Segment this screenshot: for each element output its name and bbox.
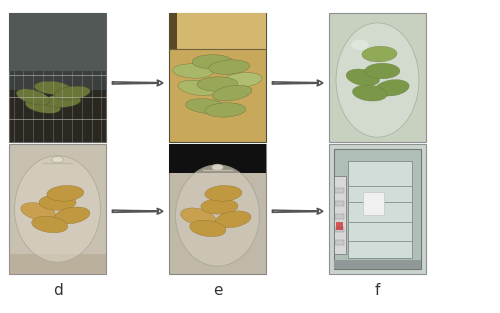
- Ellipse shape: [34, 81, 71, 95]
- Ellipse shape: [362, 46, 397, 62]
- Text: b: b: [212, 0, 222, 2]
- Bar: [9, 13, 106, 90]
- Ellipse shape: [39, 195, 76, 210]
- Text: a: a: [53, 0, 62, 2]
- Ellipse shape: [192, 55, 233, 69]
- Ellipse shape: [365, 63, 400, 79]
- Text: c: c: [373, 0, 382, 2]
- Bar: [9, 13, 106, 71]
- Text: d: d: [52, 283, 62, 298]
- Ellipse shape: [16, 89, 50, 105]
- Ellipse shape: [336, 23, 419, 137]
- Ellipse shape: [54, 86, 90, 100]
- Ellipse shape: [25, 99, 60, 113]
- Ellipse shape: [346, 69, 380, 86]
- Bar: [348, 161, 412, 258]
- Ellipse shape: [352, 85, 387, 101]
- Bar: [334, 177, 346, 254]
- Bar: [334, 188, 344, 193]
- Ellipse shape: [180, 208, 216, 225]
- Bar: [334, 201, 344, 206]
- Bar: [329, 13, 426, 142]
- Text: f: f: [375, 283, 380, 298]
- Ellipse shape: [54, 207, 90, 224]
- Ellipse shape: [216, 211, 251, 228]
- Ellipse shape: [190, 220, 226, 237]
- Bar: [169, 13, 266, 142]
- Ellipse shape: [14, 156, 100, 262]
- Bar: [334, 227, 344, 232]
- Bar: [334, 214, 344, 219]
- Ellipse shape: [197, 77, 238, 91]
- Ellipse shape: [205, 103, 246, 117]
- Bar: [169, 144, 266, 274]
- Ellipse shape: [44, 94, 81, 107]
- Bar: [169, 13, 176, 49]
- Ellipse shape: [351, 40, 368, 50]
- Bar: [334, 259, 422, 269]
- Ellipse shape: [222, 73, 262, 88]
- Ellipse shape: [176, 165, 260, 266]
- Bar: [334, 149, 422, 269]
- Ellipse shape: [21, 203, 55, 220]
- Ellipse shape: [209, 60, 250, 74]
- Ellipse shape: [375, 80, 409, 96]
- Ellipse shape: [52, 156, 64, 163]
- Bar: [336, 222, 344, 230]
- Ellipse shape: [172, 64, 214, 78]
- Bar: [329, 144, 426, 274]
- Ellipse shape: [201, 198, 238, 214]
- Bar: [9, 254, 106, 274]
- Bar: [363, 192, 384, 215]
- Bar: [334, 240, 344, 245]
- Ellipse shape: [32, 216, 68, 233]
- Ellipse shape: [212, 164, 224, 171]
- Bar: [9, 13, 106, 142]
- Ellipse shape: [178, 80, 218, 95]
- Ellipse shape: [212, 85, 252, 101]
- Bar: [169, 144, 266, 172]
- Ellipse shape: [205, 186, 242, 201]
- Text: e: e: [213, 283, 222, 298]
- Ellipse shape: [186, 99, 226, 113]
- Bar: [169, 13, 266, 49]
- Bar: [9, 144, 106, 274]
- Ellipse shape: [47, 186, 84, 201]
